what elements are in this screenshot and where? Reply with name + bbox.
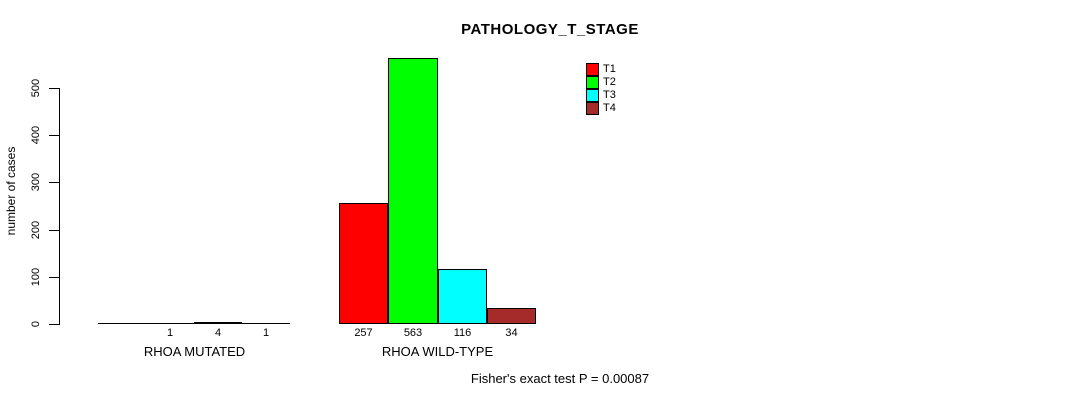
y-tick xyxy=(49,88,59,89)
legend-swatch xyxy=(586,89,599,102)
y-tick xyxy=(49,135,59,136)
y-tick-label: 0 xyxy=(30,320,42,328)
bar-T3 xyxy=(194,322,242,324)
bar-value-label: 4 xyxy=(214,327,222,339)
bar-value-label: 563 xyxy=(403,327,423,339)
y-tick-label: 100 xyxy=(30,267,42,287)
legend-swatch xyxy=(586,76,599,89)
bar-T2 xyxy=(146,323,194,324)
y-tick xyxy=(49,324,59,325)
x-group-label: RHOA WILD-TYPE xyxy=(381,344,494,359)
y-tick-label: 300 xyxy=(30,172,42,192)
y-tick xyxy=(49,182,59,183)
bar-T2 xyxy=(388,58,438,324)
y-tick xyxy=(49,230,59,231)
bar-T4 xyxy=(487,308,536,324)
y-tick-label: 400 xyxy=(30,125,42,145)
bar-T1 xyxy=(339,203,388,324)
bar-T4 xyxy=(242,323,290,324)
bar-value-label: 34 xyxy=(505,327,518,339)
bar-value-label: 1 xyxy=(166,327,174,339)
legend-label: T4 xyxy=(603,102,616,114)
bar-T3 xyxy=(438,269,487,324)
x-group-label: RHOA MUTATED xyxy=(143,344,246,359)
legend-label: T3 xyxy=(603,89,616,101)
chart-title: PATHOLOGY_T_STAGE xyxy=(461,21,639,38)
legend-swatch xyxy=(586,102,599,115)
bar-value-label: 1 xyxy=(262,327,270,339)
legend-label: T2 xyxy=(603,76,616,88)
y-tick-label: 200 xyxy=(30,220,42,240)
y-axis-line xyxy=(59,88,60,325)
y-tick-label: 500 xyxy=(30,78,42,98)
bar-value-label: 116 xyxy=(453,327,472,339)
bar-value-label: 257 xyxy=(354,327,373,339)
bar-T1 xyxy=(98,323,146,324)
legend-swatch xyxy=(586,63,599,76)
legend-label: T1 xyxy=(603,63,616,75)
y-axis-title: number of cases xyxy=(4,146,18,236)
footer-annotation: Fisher's exact test P = 0.00087 xyxy=(470,371,650,386)
y-tick xyxy=(49,277,59,278)
